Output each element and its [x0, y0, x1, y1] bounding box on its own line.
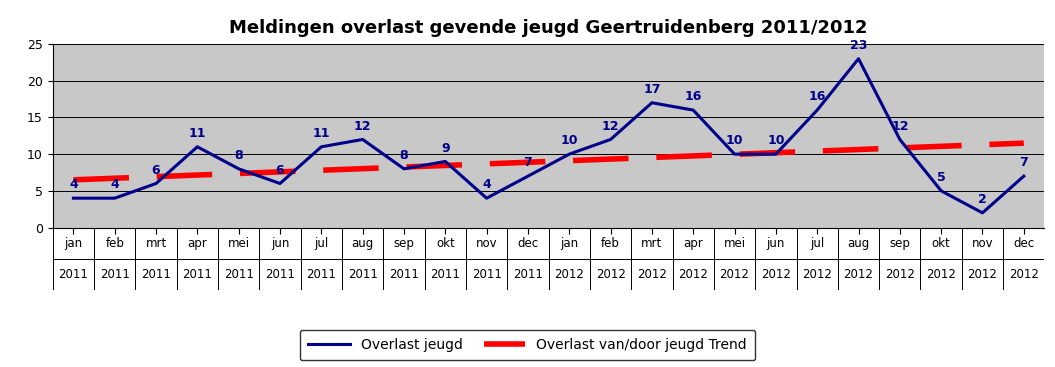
Text: jun: jun	[271, 237, 289, 250]
Text: 16: 16	[685, 90, 702, 103]
Text: nov: nov	[476, 237, 497, 250]
Text: mei: mei	[724, 237, 746, 250]
Text: 2012: 2012	[1009, 268, 1039, 281]
Text: sep: sep	[889, 237, 910, 250]
Text: aug: aug	[847, 237, 869, 250]
Title: Meldingen overlast gevende jeugd Geertruidenberg 2011/2012: Meldingen overlast gevende jeugd Geertru…	[229, 19, 868, 37]
Text: 2011: 2011	[265, 268, 295, 281]
Text: 5: 5	[937, 171, 945, 184]
Text: 11: 11	[312, 127, 330, 140]
Text: apr: apr	[684, 237, 703, 250]
Text: jul: jul	[810, 237, 824, 250]
Text: 2012: 2012	[967, 268, 997, 281]
Text: 2011: 2011	[348, 268, 378, 281]
Text: 10: 10	[560, 134, 578, 147]
Text: jan: jan	[560, 237, 578, 250]
Text: 2011: 2011	[472, 268, 501, 281]
Text: dec: dec	[1013, 237, 1034, 250]
Text: 4: 4	[111, 178, 119, 191]
Text: 2: 2	[978, 193, 986, 206]
Text: 2012: 2012	[926, 268, 956, 281]
Text: 2011: 2011	[183, 268, 212, 281]
Text: 2012: 2012	[678, 268, 708, 281]
Text: 23: 23	[850, 39, 867, 52]
Text: 2011: 2011	[513, 268, 543, 281]
Text: nov: nov	[972, 237, 993, 250]
Text: apr: apr	[188, 237, 207, 250]
Text: mei: mei	[228, 237, 250, 250]
Text: 6: 6	[275, 164, 285, 177]
Text: 7: 7	[1019, 156, 1029, 169]
Text: 12: 12	[353, 120, 371, 132]
Text: 4: 4	[69, 178, 78, 191]
Text: 2012: 2012	[844, 268, 874, 281]
Text: 7: 7	[523, 156, 533, 169]
Text: 12: 12	[601, 120, 619, 132]
Text: 8: 8	[400, 149, 408, 162]
Text: 16: 16	[808, 90, 826, 103]
Text: 10: 10	[767, 134, 785, 147]
Text: okt: okt	[436, 237, 455, 250]
Text: mrt: mrt	[641, 237, 663, 250]
Text: sep: sep	[394, 237, 415, 250]
Text: 2011: 2011	[100, 268, 130, 281]
Text: 2012: 2012	[554, 268, 584, 281]
Text: aug: aug	[351, 237, 373, 250]
Text: dec: dec	[517, 237, 538, 250]
Text: 2012: 2012	[761, 268, 791, 281]
Text: 2012: 2012	[596, 268, 626, 281]
Text: mrt: mrt	[146, 237, 167, 250]
Text: 8: 8	[234, 149, 243, 162]
Text: 12: 12	[891, 120, 908, 132]
Text: 2012: 2012	[720, 268, 749, 281]
Text: jan: jan	[64, 237, 82, 250]
Text: 2012: 2012	[885, 268, 915, 281]
Text: 10: 10	[726, 134, 744, 147]
Text: 2011: 2011	[58, 268, 89, 281]
Text: okt: okt	[932, 237, 951, 250]
Text: 17: 17	[644, 83, 660, 96]
Legend: Overlast jeugd, Overlast van/door jeugd Trend: Overlast jeugd, Overlast van/door jeugd …	[300, 330, 755, 360]
Text: 6: 6	[152, 164, 160, 177]
Text: 9: 9	[441, 142, 449, 155]
Text: 2011: 2011	[389, 268, 419, 281]
Text: jun: jun	[767, 237, 785, 250]
Text: feb: feb	[106, 237, 124, 250]
Text: 2011: 2011	[430, 268, 460, 281]
Text: jul: jul	[314, 237, 328, 250]
Text: 2011: 2011	[306, 268, 337, 281]
Text: 4: 4	[482, 178, 491, 191]
Text: 2012: 2012	[637, 268, 667, 281]
Text: 2011: 2011	[224, 268, 253, 281]
Text: 2012: 2012	[802, 268, 832, 281]
Text: 2011: 2011	[141, 268, 171, 281]
Text: 11: 11	[189, 127, 206, 140]
Text: feb: feb	[601, 237, 620, 250]
